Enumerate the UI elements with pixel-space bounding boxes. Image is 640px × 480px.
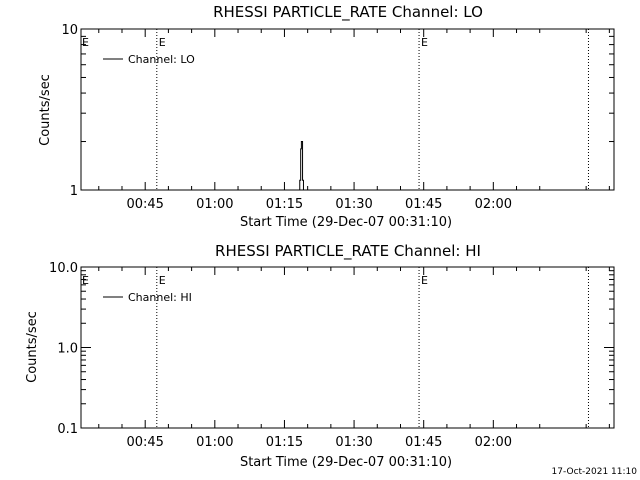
chart-title-lo: RHESSI PARTICLE_RATE Channel: LO — [213, 3, 483, 22]
legend-label-hi: Channel: HI — [128, 291, 192, 304]
x-tick-label-lo-1: 01:00 — [196, 197, 233, 212]
legend-label-lo: Channel: LO — [128, 53, 195, 66]
x-tick-label-hi-5: 02:00 — [475, 435, 512, 450]
x-tick-label-lo-5: 02:00 — [475, 197, 512, 212]
x-tick-label-hi-2: 01:15 — [266, 435, 303, 450]
footer-timestamp: 17-Oct-2021 11:10 — [552, 467, 638, 477]
event-marker-lo-1: E — [421, 36, 428, 49]
chart-plot-area-hi: 00:45 01:00 01:15 01:30 01:45 02:00 0.1 1.0 10.0… — [49, 261, 614, 450]
y-axis-label-hi: Counts/sec — [25, 311, 40, 383]
event-marker-hi-0: E — [159, 274, 166, 287]
x-tick-label-lo-0: 00:45 — [126, 197, 163, 212]
y-tick-label-hi-2: 10.0 — [49, 261, 78, 276]
x-axis-label-lo: Start Time (29-Dec-07 00:31:10) — [240, 215, 452, 230]
y-axis-label-lo: Counts/sec — [38, 74, 53, 146]
y-tick-label-lo-1: 10 — [61, 23, 78, 38]
event-marker-hi-1: E — [421, 274, 428, 287]
plot-frame-lo — [80, 28, 615, 191]
x-tick-label-lo-3: 01:30 — [335, 197, 372, 212]
x-tick-label-hi-3: 01:30 — [335, 435, 372, 450]
x-tick-label-hi-4: 01:45 — [405, 435, 442, 450]
chart-panel-hi: RHESSI PARTICLE_RATE Channel: HI 00:45 01… — [25, 242, 615, 470]
plot-frame-hi — [80, 266, 615, 429]
y-tick-label-hi-1: 1.0 — [57, 342, 78, 357]
series-line-lo-0 — [299, 141, 304, 190]
chart-title-hi: RHESSI PARTICLE_RATE Channel: HI — [215, 242, 481, 261]
event-marker-start-lo: E — [82, 36, 89, 49]
x-tick-label-hi-0: 00:45 — [126, 435, 163, 450]
x-axis-label-hi: Start Time (29-Dec-07 00:31:10) — [240, 455, 452, 470]
y-tick-label-lo-0: 1 — [70, 184, 78, 199]
y-tick-label-hi-0: 0.1 — [57, 422, 78, 437]
x-tick-label-lo-4: 01:45 — [405, 197, 442, 212]
event-marker-lo-0: E — [159, 36, 166, 49]
x-tick-label-hi-1: 01:00 — [196, 435, 233, 450]
chart-panel-lo: RHESSI PARTICLE_RATE Channel: LO 00:45 01… — [38, 3, 615, 230]
event-marker-start-hi: E — [82, 274, 89, 287]
chart-plot-area-lo: 00:45 01:00 01:15 01:30 01:45 02:00 1 10 E E E Chan… — [61, 23, 614, 212]
x-tick-label-lo-2: 01:15 — [266, 197, 303, 212]
